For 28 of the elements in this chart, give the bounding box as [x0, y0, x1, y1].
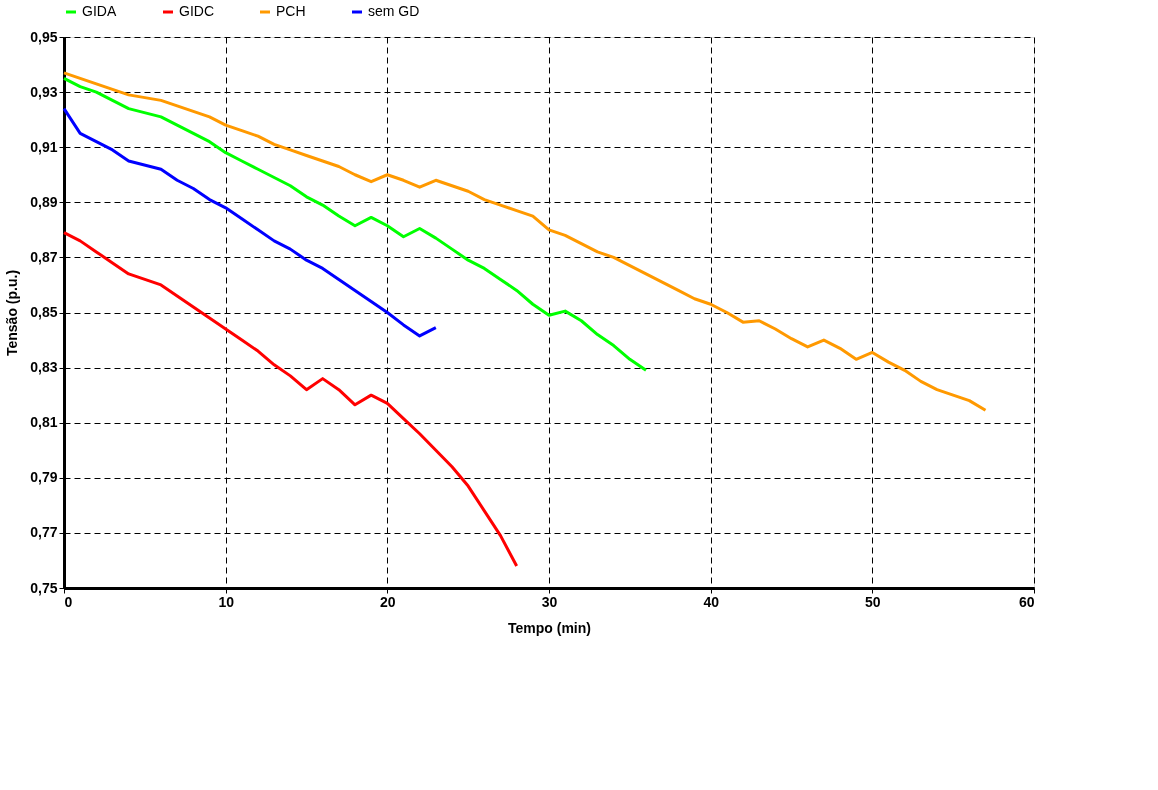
y-tick-label: 0,95 — [30, 28, 58, 45]
line-series — [62, 107, 438, 338]
y-tick-label: 0,83 — [30, 359, 58, 376]
x-tick-label: 0 — [64, 593, 73, 610]
y-tick-label: 0,89 — [30, 193, 58, 210]
y-axis-title: Tensão (p.u.) — [4, 269, 21, 357]
x-tick-label: 20 — [380, 593, 396, 610]
line-series — [62, 76, 648, 372]
y-tick-label: 0,75 — [30, 579, 58, 596]
y-tick-label: 0,77 — [30, 524, 58, 541]
x-tick-label: 30 — [541, 593, 558, 610]
y-tick-label: 0,81 — [30, 414, 58, 431]
y-tick-label: 0,91 — [30, 138, 58, 155]
y-tick-label: 0,87 — [30, 248, 58, 265]
x-axis-title: Tempo (min) — [508, 619, 591, 636]
x-tick-label: 10 — [218, 593, 235, 610]
line-series — [62, 231, 519, 568]
y-tick-label: 0,93 — [30, 83, 58, 100]
legend-label: GIDC — [179, 3, 214, 19]
legend-label: GIDA — [82, 3, 117, 19]
legend-label: sem GD — [368, 3, 420, 19]
x-tick-label: 50 — [865, 593, 881, 610]
legend-label: PCH — [276, 3, 306, 19]
x-tick-label: 60 — [1018, 593, 1035, 610]
y-tick-label: 0,85 — [30, 304, 58, 320]
y-tick-label: 0,79 — [30, 469, 58, 486]
x-tick-label: 40 — [703, 593, 720, 610]
line-series — [62, 71, 987, 412]
